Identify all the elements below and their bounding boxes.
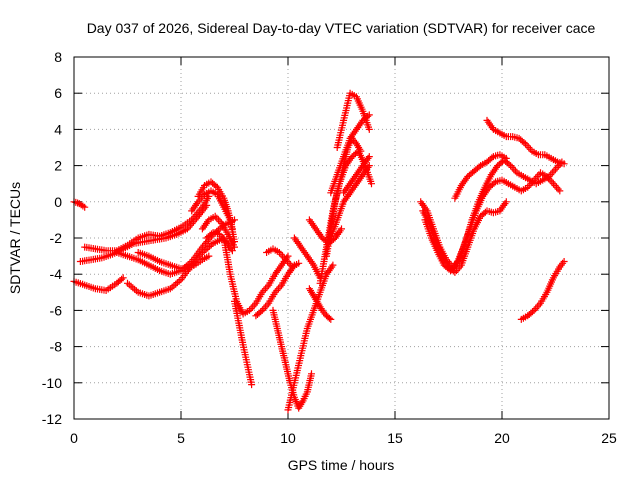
data-point-markers (188, 187, 238, 246)
series-arc-10 (198, 212, 238, 251)
y-tick-label: -12 (42, 411, 62, 427)
series-arc-32 (517, 258, 568, 323)
data-point-markers (76, 201, 211, 265)
grid-lines (74, 57, 609, 419)
x-tick-label: 5 (177, 430, 185, 446)
series-arc-07 (134, 249, 213, 273)
data-point-markers (451, 151, 510, 202)
y-tick-label: -8 (50, 339, 63, 355)
y-tick-label: 4 (54, 121, 62, 137)
data-point-markers (290, 234, 324, 282)
series-arc-04 (76, 201, 211, 265)
x-tick-label: 15 (387, 430, 403, 446)
y-tick-label: 6 (54, 85, 62, 101)
series-arc-02 (70, 274, 127, 294)
series-arc-29 (419, 198, 510, 276)
series-arc-25 (333, 89, 373, 151)
data-point-markers (419, 198, 510, 276)
series-arc-17 (284, 261, 337, 414)
data-point-markers (517, 258, 568, 323)
y-tick-label: 8 (54, 49, 62, 65)
data-point-markers (327, 162, 373, 242)
data-point-markers (284, 261, 337, 414)
data-point-markers (333, 89, 373, 151)
series-arc-23 (327, 162, 373, 242)
chart-title: Day 037 of 2026, Sidereal Day-to-day VTE… (87, 20, 596, 36)
data-point-markers (483, 116, 568, 168)
y-tick-label: -6 (50, 302, 63, 318)
x-tick-label: 20 (494, 430, 510, 446)
series-arc-14 (252, 261, 298, 320)
series-arc-09 (188, 187, 238, 246)
y-tick-label: 0 (54, 194, 62, 210)
x-tick-label: 25 (601, 430, 617, 446)
data-point-markers (70, 198, 89, 211)
data-point-markers (231, 297, 256, 389)
x-tick-labels: 0 5 10 15 20 25 (70, 430, 617, 446)
series-arc-26 (340, 153, 373, 197)
series-arc-15 (263, 245, 303, 271)
data-point-markers (134, 249, 213, 273)
x-tick-label: 10 (280, 430, 296, 446)
series-arc-31 (483, 116, 568, 168)
series-arc-13 (231, 297, 256, 389)
series-arc-19 (305, 285, 335, 323)
plot-frame (73, 56, 610, 420)
x-tick-label: 0 (70, 430, 78, 446)
data-point-markers (70, 274, 127, 294)
y-tick-label: -10 (42, 375, 62, 391)
x-axis-label: GPS time / hours (288, 457, 395, 473)
y-tick-label: 2 (54, 158, 62, 174)
data-point-markers (252, 261, 298, 320)
series-arc-18 (290, 234, 324, 282)
y-tick-label: -2 (50, 230, 63, 246)
series-arc-30 (451, 151, 510, 202)
data-point-markers (263, 245, 303, 271)
series-arc-01 (70, 198, 89, 211)
y-tick-labels: -12 -10 -8 -6 -4 -2 0 2 4 6 8 (42, 49, 62, 427)
data-series (70, 89, 568, 414)
data-point-markers (305, 285, 335, 323)
data-point-markers (198, 212, 238, 251)
y-axis-label: SDTVAR / TECUs (7, 182, 23, 294)
y-tick-label: -4 (50, 266, 63, 282)
data-point-markers (340, 153, 373, 197)
